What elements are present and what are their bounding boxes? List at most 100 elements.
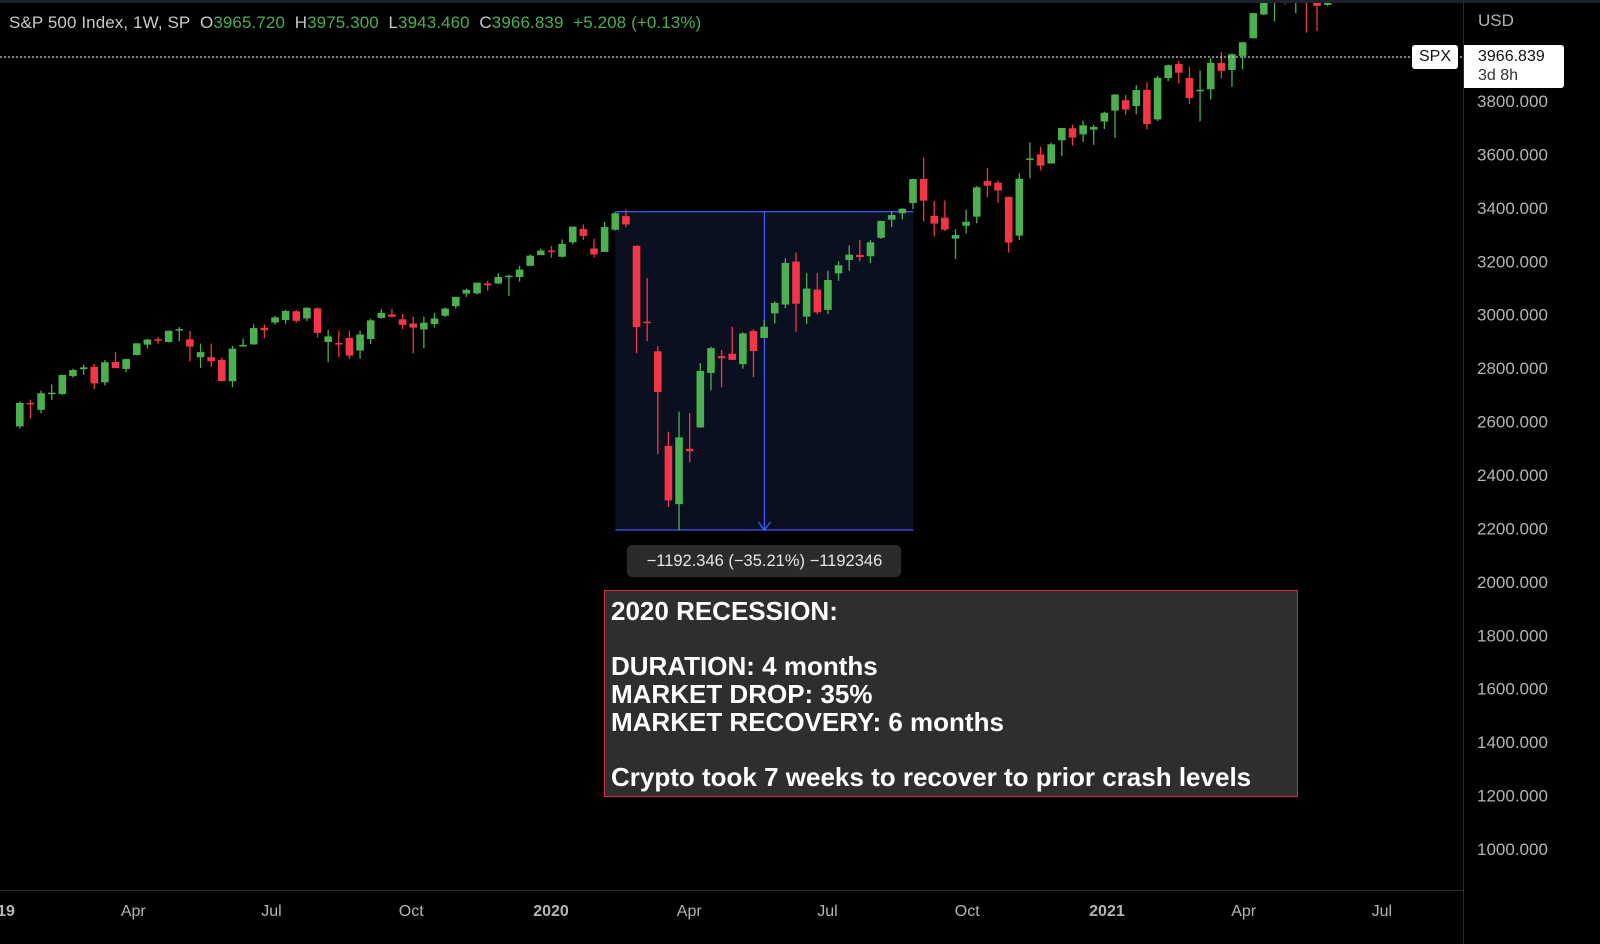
candle (675, 411, 683, 531)
candle (1100, 111, 1109, 130)
candle-body (813, 289, 822, 313)
price-axis[interactable]: 1000.000 1200.000 1400.000 1600.000 1800.000… (1477, 92, 1548, 859)
candle (707, 346, 715, 391)
candle (79, 364, 88, 375)
candle (409, 316, 418, 354)
candle (175, 327, 184, 342)
measure-result-label: −1192.346 (−35.21%) −1192346 (627, 545, 902, 577)
candle-body (1238, 42, 1247, 56)
candle (58, 374, 67, 395)
candle (760, 320, 768, 338)
time-axis[interactable]: 19 Apr Jul Oct 2020 Apr Jul Oct 2021 Apr Jul (0, 903, 1392, 920)
candle (643, 278, 651, 342)
candle (1228, 53, 1236, 87)
open-value: 3965.720 (213, 13, 286, 32)
candle (1079, 120, 1087, 142)
candle (430, 312, 439, 328)
candle-body (1175, 63, 1183, 73)
candle-body (196, 352, 205, 358)
candle-body (1313, 3, 1321, 6)
candle (1004, 196, 1013, 253)
candle-body (653, 351, 662, 392)
recession-annotation[interactable]: 2020 RECESSION: DURATION: 4 months MARKE… (604, 590, 1298, 797)
candle-body (1164, 65, 1172, 79)
arrow-down-icon (757, 521, 771, 532)
candle-body (377, 312, 386, 318)
candle (1015, 173, 1024, 241)
candle-body (1323, 3, 1332, 5)
candle (792, 252, 800, 332)
candle-body (1132, 90, 1141, 107)
candle (919, 157, 928, 222)
candle (856, 239, 864, 262)
note-crypto: Crypto took 7 weeks to recover to prior … (611, 762, 1252, 792)
candle-body (335, 343, 343, 345)
open-label: O (200, 13, 214, 32)
candle (420, 316, 428, 349)
candle-body (271, 317, 279, 323)
candle (1143, 82, 1151, 130)
symbol-title[interactable]: S&P 500 Index, 1W, SP (9, 13, 191, 32)
candle (335, 330, 343, 358)
candle (154, 336, 162, 344)
candles (16, 3, 1332, 531)
candle-body (1015, 178, 1024, 236)
candle-body (1228, 54, 1236, 71)
candle (1121, 94, 1130, 115)
time-tick-label: Oct (399, 903, 424, 920)
candle-body (292, 311, 301, 321)
candle-body (856, 254, 864, 258)
price-tick-label: 1200.000 (1477, 787, 1548, 806)
candle-body (962, 221, 970, 226)
candle (1068, 124, 1077, 146)
last-price-tag: 3966.839 3d 8h (1464, 45, 1564, 88)
candle-body (760, 326, 768, 338)
candle (568, 226, 577, 245)
candle-body (919, 179, 928, 201)
candle-body (26, 402, 35, 405)
candle-body (632, 245, 641, 328)
candle (770, 301, 779, 324)
candle-body (537, 250, 545, 256)
candle (441, 307, 449, 318)
price-tick-label: 2600.000 (1477, 413, 1548, 432)
price-tick-label: 2800.000 (1477, 359, 1548, 378)
time-axis-border (0, 890, 1463, 891)
price-tick-label: 2200.000 (1477, 519, 1548, 538)
time-tick-label: Apr (1231, 903, 1257, 920)
price-tick-label: 2000.000 (1477, 573, 1548, 592)
candle (313, 307, 322, 338)
candle-body (37, 393, 45, 410)
candle (1295, 3, 1297, 14)
candle (537, 248, 545, 256)
candle-body (260, 327, 269, 331)
candle-body (175, 329, 184, 331)
symbol-legend[interactable]: S&P 500 Index, 1W, SP O3965.720 H3975.30… (9, 13, 701, 33)
candle (377, 309, 386, 319)
candle-body (685, 448, 694, 452)
candle-body (16, 402, 24, 427)
price-tick-label: 3000.000 (1477, 306, 1548, 325)
candle-body (558, 243, 566, 257)
candle (802, 273, 811, 324)
candle (1206, 58, 1215, 100)
candle (271, 315, 279, 325)
candle (388, 308, 396, 318)
currency-label[interactable]: USD (1478, 11, 1514, 30)
candle (228, 345, 237, 388)
candle (1238, 42, 1247, 70)
candle (324, 329, 332, 363)
candle-body (834, 265, 843, 274)
candle (696, 363, 705, 428)
candle-body (675, 437, 683, 505)
candle-body (824, 279, 832, 310)
candle-body (717, 356, 726, 359)
candle-body (398, 319, 407, 325)
candle-body (568, 226, 577, 243)
candle (728, 326, 737, 361)
candle-body (664, 445, 673, 501)
price-tick-label: 3400.000 (1477, 199, 1548, 218)
price-tick-label: 3800.000 (1477, 92, 1548, 111)
candle (1273, 3, 1276, 22)
